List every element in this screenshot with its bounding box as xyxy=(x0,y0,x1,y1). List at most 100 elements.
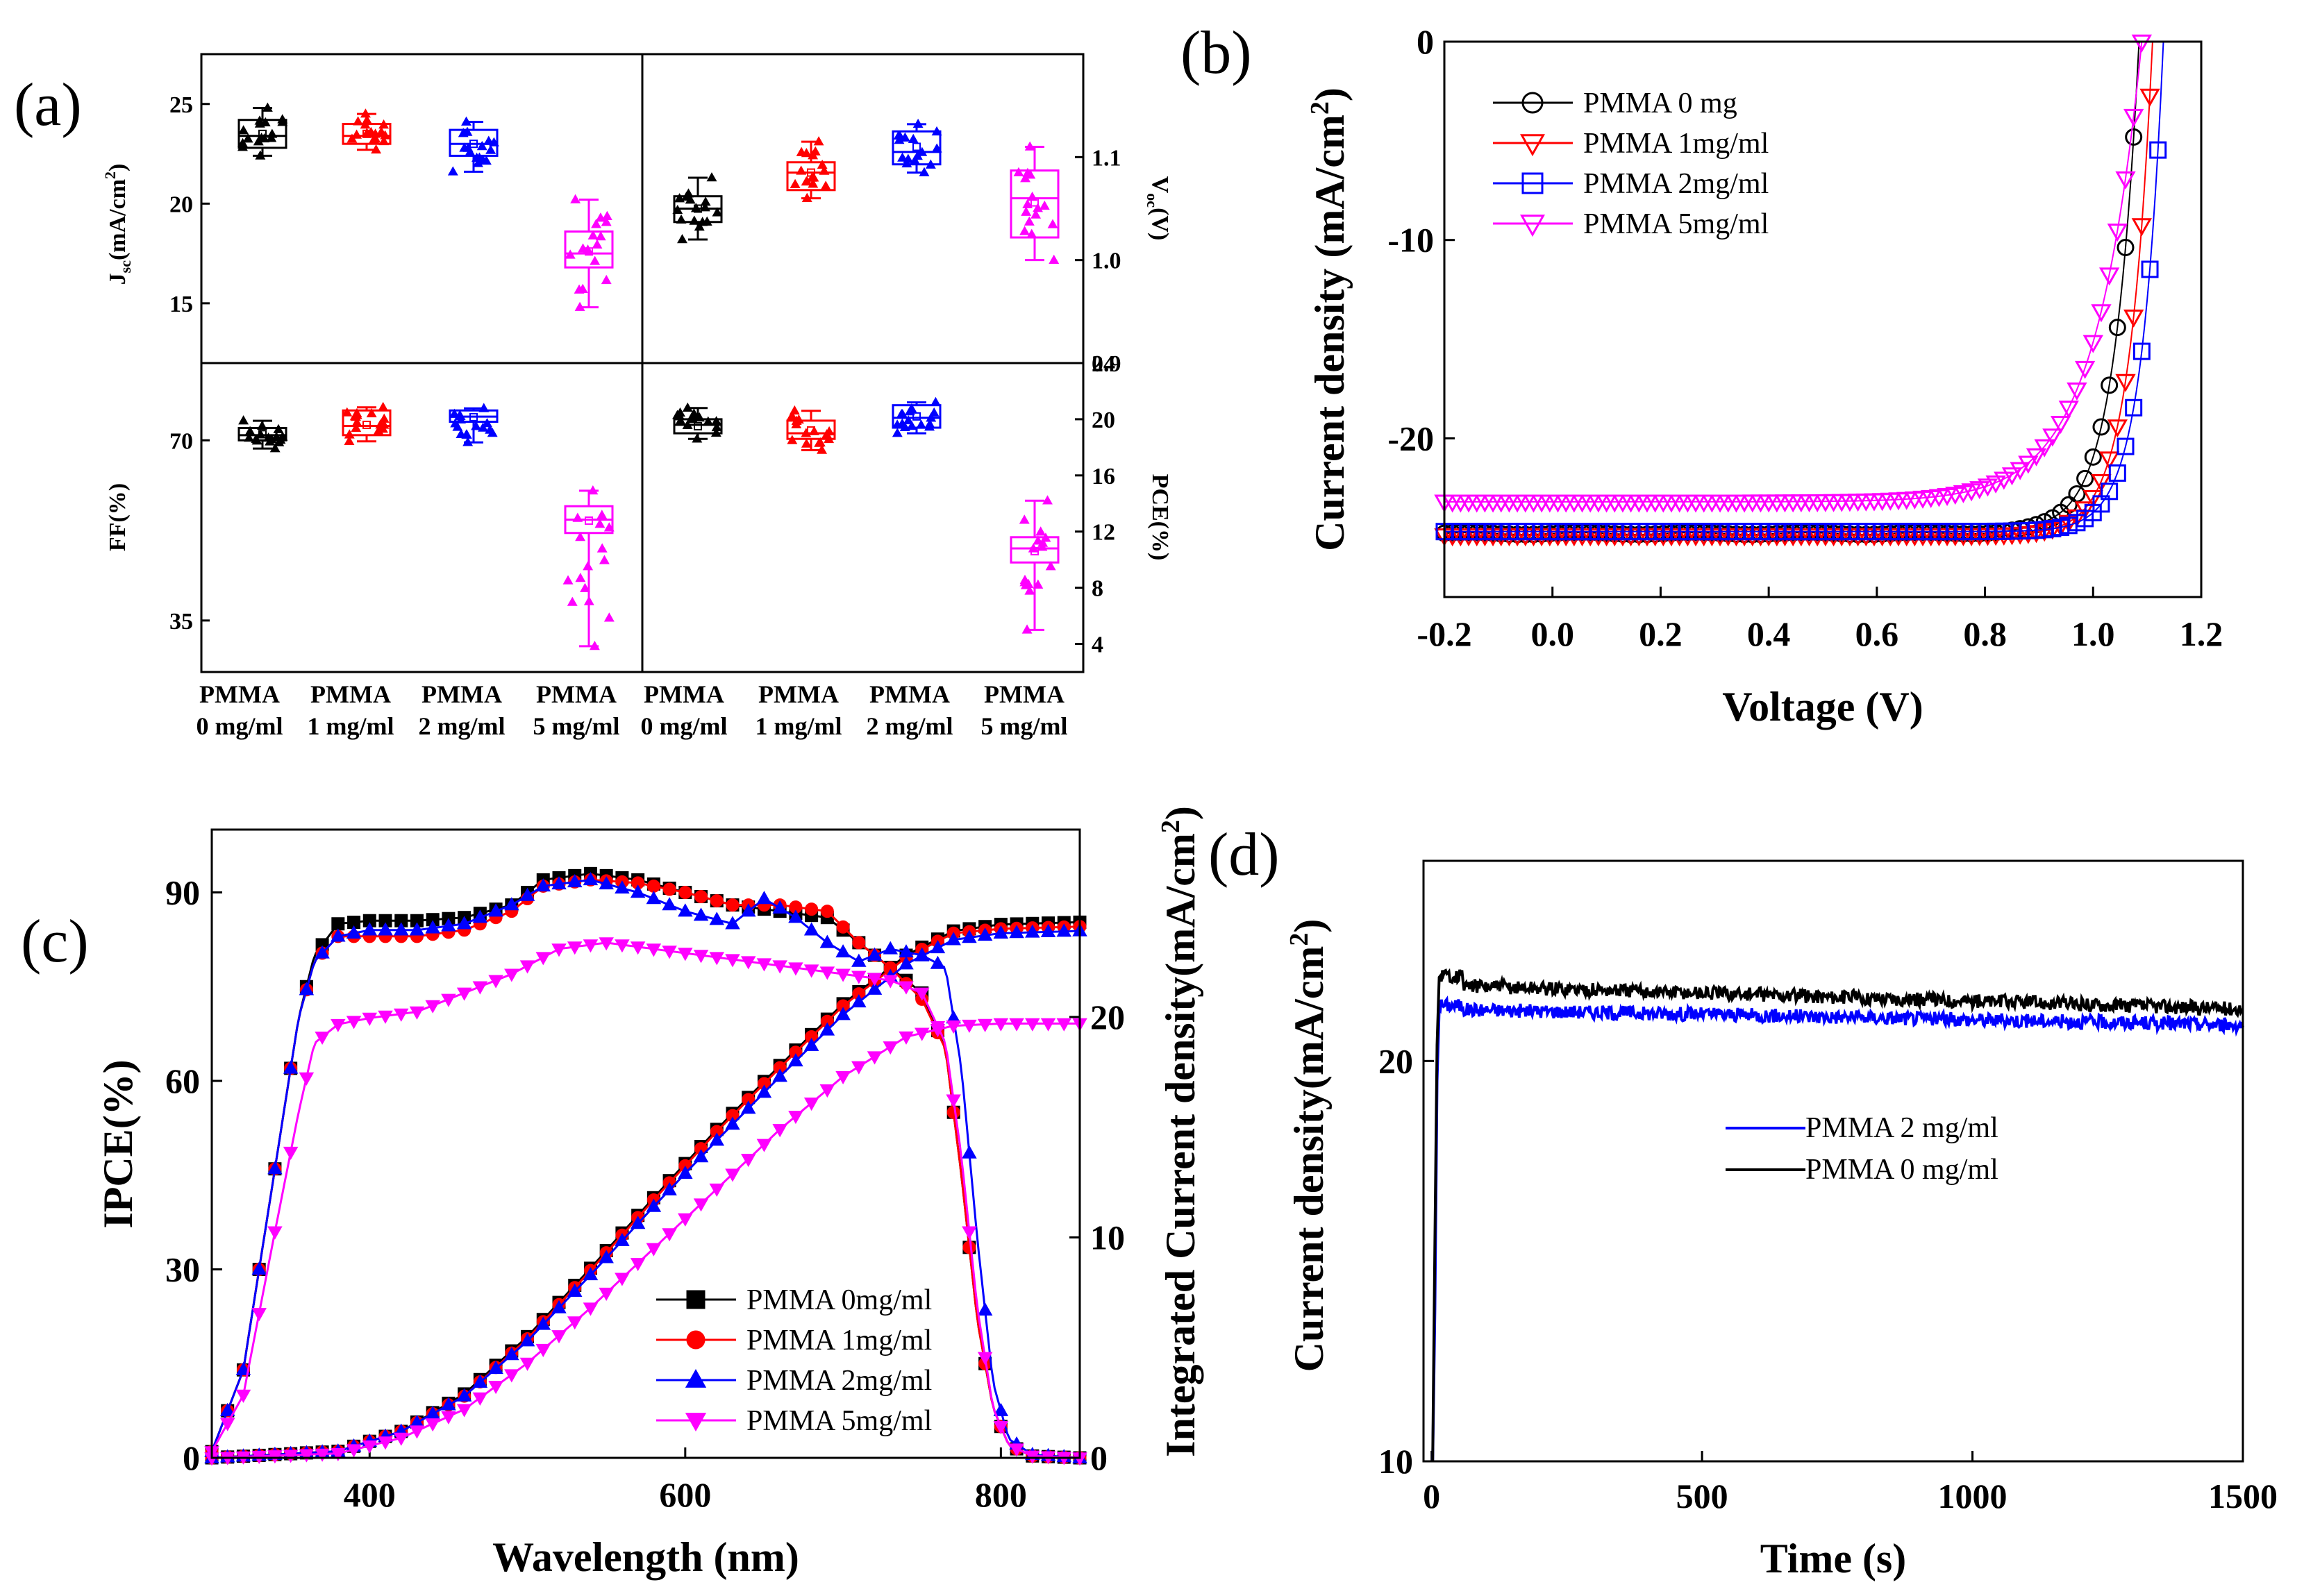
data-point xyxy=(809,426,819,435)
data-point xyxy=(603,522,615,532)
ipce-marker xyxy=(756,958,772,972)
panel-b-label: (b) xyxy=(1180,19,1252,87)
ipce-series-3 xyxy=(204,937,1087,1466)
integrated-marker xyxy=(788,1053,803,1067)
data-point xyxy=(815,437,826,447)
box-mean xyxy=(469,140,478,149)
ipce-marker xyxy=(583,872,599,886)
data-point xyxy=(342,407,353,417)
integrated-marker xyxy=(756,1139,772,1152)
panel-b-ylabel: Current density (mA/cm2) xyxy=(1305,87,1353,551)
data-point xyxy=(591,219,601,228)
data-point xyxy=(244,426,256,435)
data-point xyxy=(689,408,699,418)
integrated-marker xyxy=(678,1213,693,1227)
data-point xyxy=(899,421,910,431)
integrated-marker xyxy=(725,1116,740,1130)
ipce-marker xyxy=(962,1226,977,1240)
y-tick-label: 20 xyxy=(1378,1041,1413,1080)
box-voc-3 xyxy=(1010,141,1060,264)
box-jsc-2 xyxy=(447,116,499,176)
data-point xyxy=(344,435,355,446)
ipce-marker xyxy=(962,1241,976,1254)
integrated-marker xyxy=(583,1267,599,1281)
jv-marker xyxy=(2139,88,2160,107)
data-point xyxy=(262,102,273,112)
group-label-line1: PMMA xyxy=(869,680,950,708)
integrated-marker xyxy=(899,1031,914,1045)
ipce-marker xyxy=(946,1105,960,1119)
data-point xyxy=(378,135,390,146)
integrated-marker xyxy=(962,1019,977,1033)
ipce-marker xyxy=(599,876,614,890)
jv-marker xyxy=(2123,108,2144,127)
integrated-marker xyxy=(993,925,1009,939)
integrated-marker xyxy=(678,1166,693,1179)
data-point xyxy=(710,427,721,437)
ipce-marker xyxy=(299,982,315,996)
integrated-marker xyxy=(456,1388,472,1402)
integrated-marker xyxy=(803,1037,819,1051)
data-point xyxy=(462,437,474,446)
panel-c-label: (c) xyxy=(21,908,89,975)
jv-marker xyxy=(2067,383,2087,401)
pce-axis-label: PCE(%) xyxy=(1147,474,1173,561)
ipce-marker xyxy=(519,887,535,901)
group-label-line2: 1 mg/ml xyxy=(756,712,842,740)
jv-marker xyxy=(2107,419,2128,438)
y-right-tick-label: 20 xyxy=(1090,998,1125,1036)
box-iqr xyxy=(786,161,836,192)
box-ff-0 xyxy=(237,415,288,453)
ipce-marker xyxy=(219,1402,235,1416)
data-point xyxy=(1026,228,1037,238)
data-point xyxy=(459,142,470,152)
data-point xyxy=(899,132,910,142)
jv-marker xyxy=(2141,260,2159,278)
data-point xyxy=(366,408,377,418)
ipce-marker xyxy=(710,894,724,908)
box-pce-0 xyxy=(672,402,723,443)
data-point xyxy=(819,165,830,175)
data-point xyxy=(565,249,576,259)
integrated-marker xyxy=(630,1216,646,1229)
ipce-marker xyxy=(409,922,425,936)
ipce-marker xyxy=(646,891,662,905)
jv-marker xyxy=(2131,34,2153,53)
box-voc-0 xyxy=(672,172,723,244)
data-point xyxy=(344,429,355,439)
data-point xyxy=(273,423,284,433)
ipce-marker xyxy=(725,916,740,930)
data-point xyxy=(813,136,824,146)
legend-label: PMMA 0mg/ml xyxy=(746,1284,932,1316)
ipce-marker xyxy=(819,934,835,948)
integrated-marker xyxy=(1056,923,1072,937)
data-point xyxy=(1024,216,1035,226)
legend-label: PMMA 0 mg xyxy=(1583,87,1737,119)
integrated-marker xyxy=(977,1018,993,1032)
data-point xyxy=(275,435,286,444)
ipce-marker xyxy=(551,876,567,890)
integrated-marker xyxy=(930,940,946,954)
data-point xyxy=(817,159,828,169)
ipce-marker xyxy=(630,941,646,955)
panel-b-plot: -0.2 0.0 0.2 0.4 0.6 0.8 1.0 1.2 0 -10 -20 xyxy=(1387,22,2223,653)
data-point xyxy=(242,133,253,143)
data-point xyxy=(701,216,712,226)
data-point xyxy=(471,421,482,430)
data-point xyxy=(360,108,371,118)
ipce-marker xyxy=(835,968,851,982)
box-iqr xyxy=(786,419,836,440)
data-point xyxy=(1024,585,1035,595)
panel-b: (b) -0.2 0.0 0.2 0.4 0.6 0.8 1.0 1.2 0 -10 -20 Vol… xyxy=(1180,19,2223,730)
integrated-marker xyxy=(725,1168,740,1182)
y-tick-label: 16 xyxy=(1092,464,1115,489)
x-tick-label: -0.2 xyxy=(1417,614,1471,653)
panel-b-xlabel: Voltage (V) xyxy=(1722,684,1923,730)
group-label-line2: 0 mg/ml xyxy=(197,712,283,740)
ipce-marker xyxy=(378,922,393,936)
integrated-marker xyxy=(551,1330,567,1344)
data-point xyxy=(931,143,942,153)
panel-d-frame xyxy=(1422,859,2244,1463)
data-point xyxy=(351,422,362,432)
ipce-marker xyxy=(662,882,676,896)
